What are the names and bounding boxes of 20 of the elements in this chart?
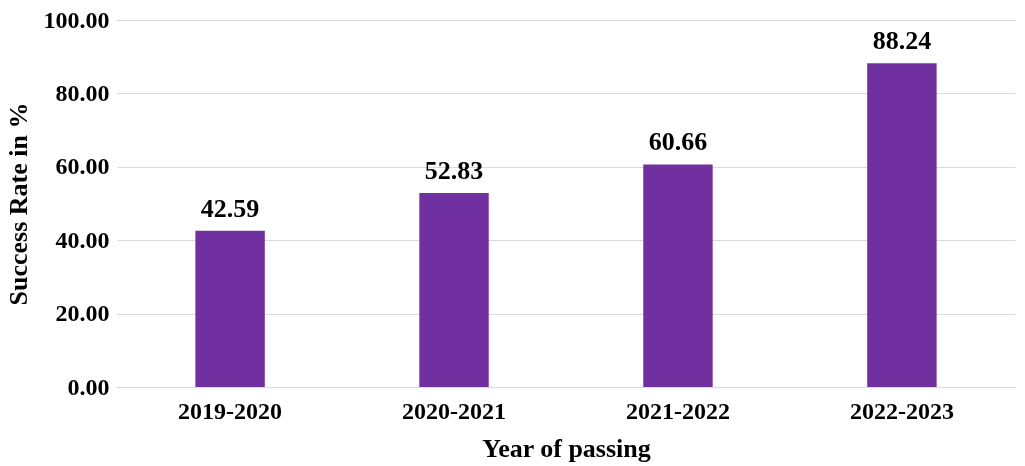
y-tick-label: 20.00 (55, 300, 110, 327)
x-tick-label: 2022-2023 (849, 397, 954, 424)
bar (867, 63, 937, 387)
y-tick-label: 60.00 (55, 153, 110, 180)
y-axis-title: Success Rate in % (3, 102, 33, 306)
x-tick-label: 2020-2021 (402, 397, 507, 424)
y-tick-label: 40.00 (55, 226, 110, 253)
data-label: 60.66 (648, 127, 708, 157)
data-label: 42.59 (200, 193, 260, 223)
bar (195, 230, 265, 387)
bar (643, 164, 713, 387)
x-axis-title: Year of passing (482, 433, 651, 463)
x-tick-label: 2019-2020 (178, 397, 283, 424)
y-tick-label: 80.00 (55, 79, 110, 106)
y-tick-label: 0.00 (67, 373, 110, 400)
x-tick-label: 2021-2022 (625, 397, 730, 424)
bar (419, 193, 489, 387)
data-label: 88.24 (872, 26, 932, 56)
y-tick-label: 100.00 (43, 6, 110, 33)
data-label: 52.83 (424, 156, 484, 186)
